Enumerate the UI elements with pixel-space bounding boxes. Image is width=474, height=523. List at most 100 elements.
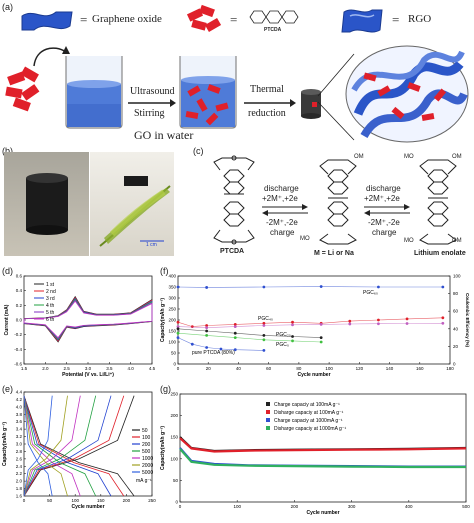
x-tick-label: 300 bbox=[348, 504, 356, 509]
step1-bottom-label: Stirring bbox=[134, 108, 165, 119]
y-tick-label: 3.2 bbox=[16, 434, 23, 439]
beaker-go-water-icon bbox=[65, 56, 123, 129]
panel-d-label: (d) bbox=[2, 266, 13, 276]
x-tick-label: 3.0 bbox=[85, 366, 92, 371]
y-tick-label: 2.2 bbox=[16, 471, 23, 476]
scale-bar-icon bbox=[140, 240, 164, 242]
ptcda-molecule-label: PTCDA bbox=[220, 248, 245, 255]
discharge-curve-1 bbox=[23, 395, 125, 497]
discharge-curve-5 bbox=[23, 395, 68, 497]
y-tick-label: -0.6 bbox=[14, 362, 22, 367]
x-tick-label: 250 bbox=[148, 498, 156, 503]
x-tick-label: 4.0 bbox=[128, 366, 135, 371]
panel-b-label: (b) bbox=[2, 146, 13, 156]
x-tick-label: 0 bbox=[23, 498, 26, 503]
data-point-5 bbox=[441, 285, 445, 289]
y-tick-label: -0.4 bbox=[14, 347, 22, 352]
charge-curve-4 bbox=[23, 395, 81, 497]
x-tick-label: 1.5 bbox=[21, 366, 28, 371]
legend-label: 4 th bbox=[46, 303, 55, 309]
lithium-enolate-molecule-icon bbox=[419, 159, 457, 245]
y2-tick-label: 100 bbox=[453, 274, 461, 279]
series-line-2 bbox=[177, 328, 322, 338]
enolate-mo-top-label: MO bbox=[404, 154, 414, 160]
panel-f-label: (f) bbox=[160, 266, 169, 276]
rgo-sheet-icon bbox=[341, 9, 383, 33]
y-tick-label: 0.0 bbox=[16, 318, 23, 323]
legend-label: Disharge capaciy at 100mA g⁻¹ bbox=[274, 410, 344, 416]
discharge-curve-6 bbox=[23, 395, 53, 497]
legend-label: Disharge capaciy at 1000mA g⁻¹ bbox=[274, 426, 346, 432]
go-in-water-caption: GO in water bbox=[134, 128, 194, 142]
step2-arrow-icon bbox=[244, 99, 296, 107]
ptcda-pile-icon bbox=[5, 66, 40, 112]
intermediate-om-label: OM bbox=[354, 154, 364, 160]
y-tick-label: 3.6 bbox=[16, 419, 23, 424]
arrow1-charge-ions: -2M⁺,-2e bbox=[266, 218, 298, 227]
data-point-2 bbox=[176, 327, 180, 331]
y-axis-label: Current (mA) bbox=[4, 304, 10, 335]
y2-tick-label: 20 bbox=[453, 344, 459, 349]
enolate-mo-bottom-label: MO bbox=[404, 238, 414, 244]
y2-axis-label: Coulombic Efficiency (%) bbox=[465, 293, 470, 348]
y-tick-label: -0.2 bbox=[14, 332, 22, 337]
legend-label: 6 th bbox=[46, 317, 55, 323]
y-tick-label: 0.6 bbox=[16, 274, 23, 279]
x-tick-label: 400 bbox=[405, 504, 413, 509]
photo-aerogel-on-grass: 1 cm bbox=[90, 152, 174, 256]
y-tick-label: 2.8 bbox=[16, 449, 23, 454]
step1-top-label: Ultrasound bbox=[130, 86, 175, 97]
x-tick-label: 60 bbox=[266, 366, 272, 371]
y-tick-label: 0.2 bbox=[16, 303, 23, 308]
panel-e-label: (e) bbox=[2, 384, 13, 394]
y-tick-label: 3.4 bbox=[16, 427, 23, 432]
ptcda-stack-icon bbox=[186, 4, 222, 32]
x-tick-label: 100 bbox=[325, 366, 333, 371]
x-tick-label: 80 bbox=[296, 366, 302, 371]
enolate-om-top-label: OM bbox=[452, 154, 462, 160]
arrow1-discharge-label: discharge bbox=[264, 184, 299, 193]
cylinder-on-grass-icon bbox=[124, 176, 148, 186]
legend-label: Charge capaciy at 1000mA g⁻¹ bbox=[274, 418, 343, 424]
chart-e-rate-profiles: 0 50 100 150 200 2504.44.24.03.83.63.43.23.02… bbox=[2, 390, 156, 511]
y-tick-label: 2.4 bbox=[16, 464, 23, 469]
legend-label: 5000 bbox=[142, 470, 153, 476]
y-tick-label: 1.6 bbox=[16, 494, 23, 499]
chart-f-cycling: 0 20 40 60 80 100 120 140 160 1800501001502002503… bbox=[160, 274, 470, 379]
legend-label: 50 bbox=[142, 428, 148, 434]
legend-label: 200 bbox=[142, 442, 151, 448]
curved-arrow-icon bbox=[33, 46, 70, 67]
charge-curve-3 bbox=[23, 395, 97, 497]
series-line-1 bbox=[177, 323, 443, 329]
panel-c-label: (c) bbox=[193, 146, 204, 156]
y-tick-label: 50 bbox=[173, 478, 179, 483]
y-tick-label: 350 bbox=[168, 285, 176, 290]
y-tick-label: 4.4 bbox=[16, 390, 23, 395]
series-line-3 bbox=[179, 448, 466, 469]
data-point-1 bbox=[441, 321, 445, 325]
scale-bar-label: 1 cm bbox=[146, 242, 157, 248]
intermediate-molecule-label: M = Li or Na bbox=[314, 250, 354, 257]
y-tick-label: 2.6 bbox=[16, 456, 23, 461]
x-tick-label: 140 bbox=[386, 366, 394, 371]
rgo-network-icon bbox=[345, 45, 469, 143]
y-tick-label: 50 bbox=[171, 351, 177, 356]
legend-unit-label: mA g⁻¹ bbox=[136, 478, 152, 484]
y-tick-label: 150 bbox=[170, 435, 178, 440]
series-line-3 bbox=[177, 332, 322, 343]
y-tick-label: 100 bbox=[168, 340, 176, 345]
x-tick-label: 0 bbox=[177, 366, 180, 371]
x-axis-label: Cycle number bbox=[306, 510, 339, 516]
rgo-legend-text: RGO bbox=[408, 13, 432, 25]
y2-tick-label: 0 bbox=[453, 362, 456, 367]
plot-frame bbox=[23, 275, 153, 365]
x-tick-label: 40 bbox=[236, 366, 242, 371]
discharge-curve-4 bbox=[23, 395, 81, 497]
ptcda-legend-text: PTCDA bbox=[264, 27, 282, 33]
y-tick-label: 0 bbox=[173, 362, 176, 367]
panel-a-label: (a) bbox=[2, 2, 13, 12]
y2-tick-label: 60 bbox=[453, 309, 459, 314]
graphene-oxide-sheet-icon bbox=[21, 11, 73, 31]
x-tick-label: 120 bbox=[356, 366, 364, 371]
charge-curve-1 bbox=[23, 395, 125, 497]
